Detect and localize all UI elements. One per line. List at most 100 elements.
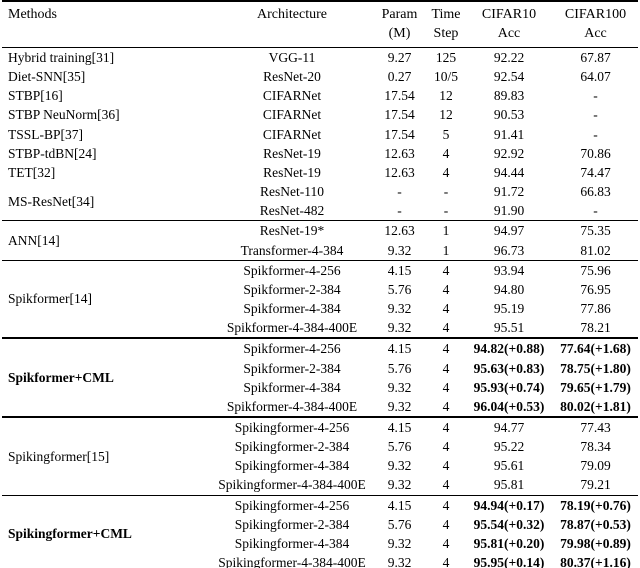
header-cifar10: CIFAR10 Acc: [465, 1, 553, 48]
method-cell: Spikformer[14]: [2, 259, 212, 339]
method-cell: Spikingformer[15]: [2, 415, 212, 496]
cifar10-acc-cell: 95.61: [493, 458, 525, 474]
cifar10-acc-cell: 90.53: [493, 107, 525, 123]
table-row: ANN[14] ResNet-19* 12.63 1 94.97 75.35: [2, 220, 638, 261]
architecture-cell: ResNet-19: [263, 164, 321, 180]
timestep-cell: 5: [442, 126, 450, 142]
table-header: Methods Architecture Param (M) Time Step C…: [2, 1, 638, 48]
param-cell: 9.32: [387, 555, 412, 568]
method-cell: Diet-SNN[35]: [8, 69, 86, 85]
table-row: Spikformer+CML Spikformer-4-256 4.15 4 94.82…: [2, 337, 638, 417]
header-timestep-line1: Time: [431, 7, 461, 22]
architecture-cell: Spikingformer-4-384-400E: [218, 555, 366, 568]
header-timestep: Time Step: [427, 1, 465, 48]
cifar10-acc-cell: 95.54(+0.32): [473, 516, 545, 532]
cifar100-acc-cell: 78.75(+1.80): [560, 360, 631, 376]
param-cell: -: [397, 203, 402, 219]
timestep-cell: 4: [442, 145, 450, 161]
architecture-cell: Spikingformer-4-384-400E: [218, 477, 366, 493]
cifar10-acc-cell: 95.63(+0.83): [473, 360, 545, 376]
param-cell: 9.32: [387, 320, 412, 336]
table-row: Spikingformer-4-384 9.32 4 95.61 79.09: [2, 456, 638, 475]
timestep-cell: 4: [442, 439, 450, 455]
table-row: Spikformer-2-384 5.76 4 94.80 76.95: [2, 280, 638, 299]
cifar100-acc-cell: 77.86: [580, 301, 611, 317]
header-timestep-line2: Step: [433, 26, 459, 41]
param-cell: 5.76: [387, 516, 412, 532]
cifar10-acc-cell: 92.92: [493, 145, 525, 161]
architecture-cell: ResNet-110: [260, 184, 324, 200]
timestep-cell: 125: [435, 50, 457, 65]
architecture-cell: Spikformer-4-384-400E: [226, 320, 358, 336]
architecture-cell: Spikingformer-4-384: [234, 535, 350, 551]
architecture-cell: CIFARNet: [262, 107, 322, 123]
architecture-cell: ResNet-19: [263, 145, 321, 161]
timestep-cell: 10/5: [433, 69, 458, 85]
timestep-cell: 4: [442, 477, 450, 493]
architecture-cell: VGG-11: [268, 50, 316, 65]
cifar10-acc-cell: 95.81(+0.20): [473, 535, 545, 551]
cifar10-acc-cell: 89.83: [493, 88, 525, 104]
table-row: ResNet-482 - - 91.90 -: [2, 201, 638, 221]
table-row: TET[32] ResNet-19 12.63 4 94.44 74.47: [2, 163, 638, 182]
cifar100-acc-cell: 74.47: [580, 164, 611, 180]
cifar100-acc-cell: -: [593, 88, 598, 104]
param-cell: 5.76: [387, 281, 412, 297]
method-cell: Hybrid training[31]: [8, 50, 115, 65]
timestep-cell: 4: [442, 320, 450, 336]
table-row: Spikformer[14] Spikformer-4-256 4.15 4 93.94…: [2, 259, 638, 339]
header-param-line2: (M): [388, 26, 411, 41]
param-cell: 9.32: [387, 301, 412, 317]
timestep-cell: 4: [442, 379, 450, 395]
param-cell: 9.27: [387, 50, 412, 65]
method-cell: STBP-tdBN[24]: [8, 145, 97, 161]
architecture-cell: Spikformer-4-384-400E: [226, 398, 358, 414]
table-row: TSSL-BP[37] CIFARNet 17.54 5 91.41 -: [2, 125, 638, 144]
method-cell: STBP[16]: [8, 88, 63, 104]
param-cell: 12.63: [372, 220, 427, 241]
cifar100-acc-cell: 70.86: [580, 145, 611, 161]
cifar10-acc-cell: 92.22: [493, 50, 525, 65]
timestep-cell: 4: [442, 281, 450, 297]
cifar100-acc-cell: 78.34: [580, 439, 611, 455]
header-cifar100: CIFAR100 Acc: [553, 1, 638, 48]
table-row: Spikformer-2-384 5.76 4 95.63(+0.83) 78.75(+…: [2, 359, 638, 378]
table-row: Spikingformer+CML Spikingformer-4-256 4.15…: [2, 494, 638, 568]
architecture-cell: ResNet-19*: [212, 220, 372, 241]
cifar100-acc-cell: 79.65(+1.79): [560, 379, 631, 395]
table-row: Spikformer-4-384-400E 9.32 4 96.04(+0.53) 80…: [2, 397, 638, 417]
table-row: STBP[16] CIFARNet 17.54 12 89.83 -: [2, 86, 638, 105]
param-cell: 0.27: [387, 69, 412, 85]
architecture-cell: Spikingformer-4-256: [212, 415, 372, 438]
timestep-cell: -: [443, 184, 449, 200]
cifar10-acc-cell: 91.90: [493, 203, 525, 219]
header-row: Methods Architecture Param (M) Time Step C…: [2, 1, 638, 48]
method-cell: TET[32]: [8, 164, 56, 180]
table-body: Hybrid training[31] VGG-11 9.27 125 92.22 67.…: [2, 48, 638, 568]
architecture-cell: Spikformer-4-384: [243, 379, 341, 395]
table-row: Hybrid training[31] VGG-11 9.27 125 92.22 67.…: [2, 48, 638, 68]
method-cell: Spikformer+CML: [2, 337, 212, 417]
param-cell: -: [397, 184, 402, 200]
table-row: Spikformer-4-384 9.32 4 95.93(+0.74) 79.65(+…: [2, 378, 638, 397]
cifar100-acc-cell: 66.83: [580, 184, 611, 200]
timestep-cell: 4: [442, 164, 450, 180]
table-row: Spikingformer-4-384-400E 9.32 4 95.95(+0.14…: [2, 553, 638, 568]
cifar10-acc-cell: 95.93(+0.74): [473, 379, 545, 395]
cifar100-acc-cell: 75.96: [553, 259, 638, 280]
cifar100-acc-cell: -: [593, 126, 598, 142]
cifar10-acc-cell: 94.94(+0.17): [465, 494, 553, 515]
cifar100-acc-cell: 79.98(+0.89): [560, 535, 631, 551]
architecture-cell: Spikformer-4-256: [212, 337, 372, 359]
method-cell: ANN[14]: [2, 220, 212, 261]
cifar100-acc-cell: 80.37(+1.16): [560, 555, 631, 568]
param-cell: 9.32: [387, 535, 412, 551]
table-row: MS-ResNet[34] ResNet-110 - - 91.72 66.83: [2, 182, 638, 209]
cifar100-acc-cell: 81.02: [580, 242, 611, 258]
cifar10-acc-cell: 94.97: [465, 220, 553, 241]
cifar10-acc-cell: 95.22: [493, 439, 525, 455]
method-cell: Spikingformer+CML: [2, 494, 212, 568]
cifar10-acc-cell: 95.51: [493, 320, 525, 336]
param-cell: 9.32: [387, 398, 412, 414]
